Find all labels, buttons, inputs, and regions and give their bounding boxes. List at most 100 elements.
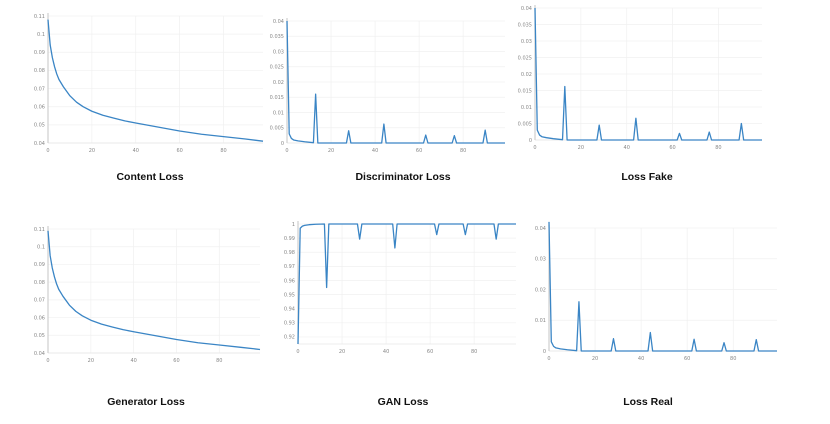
chart-title-generator-loss: Generator Loss	[107, 396, 185, 408]
y-tick-label: 0.1	[37, 32, 45, 38]
y-tick-label: 0.04	[34, 141, 45, 147]
loss-series-line	[548, 221, 777, 352]
y-tick-label: 0.95	[284, 292, 295, 298]
y-tick-label: 0.96	[284, 278, 295, 284]
x-tick-label: 80	[715, 145, 721, 151]
loss-series-line	[47, 230, 261, 351]
y-tick-label: 0.93	[284, 321, 295, 327]
y-tick-label: 0.11	[34, 14, 45, 20]
y-tick-label: 0.03	[535, 257, 546, 263]
y-tick-label: 0.11	[34, 227, 45, 233]
y-tick-label: 0.04	[521, 6, 532, 12]
y-tick-label: 0.07	[34, 86, 45, 92]
y-tick-label: 0.04	[535, 226, 546, 232]
chart-title-content-loss: Content Loss	[116, 171, 184, 183]
y-tick-label: 0.06	[34, 315, 45, 321]
y-tick-label: 0.05	[34, 333, 45, 339]
y-tick-label: 0.02	[273, 80, 284, 86]
chart-loss-real: 0 0.01 0.02 0.03 0.04 0 20 40 60 80	[535, 221, 777, 362]
x-tick-label: 60	[684, 356, 690, 362]
x-tick-label: 60	[173, 358, 179, 364]
x-tick-label: 80	[216, 358, 222, 364]
x-tick-label: 0	[547, 356, 550, 362]
x-tick-label: 0	[533, 145, 536, 151]
y-tick-label: 0.005	[270, 126, 284, 132]
y-tick-label: 0.025	[270, 65, 284, 71]
y-tick-label: 0.035	[518, 22, 532, 28]
x-tick-label: 20	[578, 145, 584, 151]
x-tick-label: 60	[669, 145, 675, 151]
y-tick-label: 0.98	[284, 250, 295, 256]
y-tick-label: 0.05	[34, 123, 45, 129]
chart-discriminator-loss: 0 0.005 0.01 0.015 0.02 0.025 0.03 0.035 0.04 0 20…	[270, 18, 505, 154]
x-tick-label: 60	[176, 148, 182, 154]
content-loss-plot: 0.04 0.05 0.06 0.07 0.08 0.09 0.1 0.11 0 20 40 60 80	[34, 13, 264, 154]
chart-title-discriminator-loss: Discriminator Loss	[355, 171, 451, 183]
y-tick-label: 0.08	[34, 280, 45, 286]
x-tick-label: 40	[624, 145, 630, 151]
y-tick-label: 0.97	[284, 264, 295, 270]
x-tick-label: 40	[130, 358, 136, 364]
y-tick-label: 0.035	[270, 34, 284, 40]
y-tick-label: 0.09	[34, 50, 45, 56]
y-tick-label: 0.02	[521, 72, 532, 78]
x-tick-label: 0	[296, 349, 299, 355]
y-tick-label: 0.08	[34, 68, 45, 74]
x-tick-label: 20	[88, 358, 94, 364]
y-tick-label: 0.005	[518, 121, 532, 127]
y-tick-label: 1	[292, 222, 295, 228]
y-tick-label: 0.02	[535, 287, 546, 293]
loss-fake-plot: 0 0.005 0.01 0.015 0.02 0.025 0.03 0.035 0.04 0 20…	[518, 5, 762, 151]
x-tick-label: 80	[460, 148, 466, 154]
y-tick-label: 0	[281, 141, 284, 147]
x-tick-label: 60	[416, 148, 422, 154]
loss-series-line	[534, 7, 762, 141]
x-tick-label: 0	[285, 148, 288, 154]
y-tick-label: 0.01	[521, 105, 532, 111]
x-tick-label: 20	[592, 356, 598, 362]
x-tick-label: 20	[328, 148, 334, 154]
x-tick-label: 40	[372, 148, 378, 154]
y-tick-label: 0.04	[273, 19, 284, 25]
y-tick-label: 0	[529, 138, 532, 144]
chart-title-loss-fake: Loss Fake	[621, 171, 673, 183]
y-tick-label: 0.025	[518, 55, 532, 61]
y-tick-label: 0.06	[34, 105, 45, 111]
x-tick-label: 40	[133, 148, 139, 154]
y-tick-label: 0.07	[34, 298, 45, 304]
x-tick-label: 80	[220, 148, 226, 154]
x-tick-label: 80	[730, 356, 736, 362]
gan-loss-plot: 0.92 0.93 0.94 0.95 0.96 0.97 0.98 0.99 1 0 20 40 60…	[284, 221, 516, 355]
chart-title-loss-real: Loss Real	[623, 396, 673, 408]
y-tick-label: 0.01	[535, 318, 546, 324]
y-tick-label: 0.03	[273, 49, 284, 55]
y-tick-label: 0.92	[284, 335, 295, 341]
loss-series-line	[286, 20, 505, 144]
y-tick-label: 0.03	[521, 39, 532, 45]
generator-loss-plot: 0.04 0.05 0.06 0.07 0.08 0.09 0.1 0.11 0 20 40 60 80	[34, 226, 261, 364]
loss-series-line	[297, 223, 516, 345]
y-tick-label: 0.94	[284, 307, 295, 313]
loss-real-plot: 0 0.01 0.02 0.03 0.04 0 20 40 60 80	[535, 221, 777, 362]
chart-loss-fake: 0 0.005 0.01 0.015 0.02 0.025 0.03 0.035 0.04 0 20…	[518, 5, 762, 151]
x-tick-label: 60	[427, 349, 433, 355]
y-tick-label: 0.04	[34, 351, 45, 357]
chart-title-gan-loss: GAN Loss	[377, 396, 429, 408]
chart-content-loss: 0.04 0.05 0.06 0.07 0.08 0.09 0.1 0.11 0 20 40 60 80	[34, 13, 264, 154]
x-tick-label: 40	[638, 356, 644, 362]
discriminator-loss-plot: 0 0.005 0.01 0.015 0.02 0.025 0.03 0.035 0.04 0 20…	[270, 18, 505, 154]
y-tick-label: 0	[543, 349, 546, 355]
y-tick-label: 0.015	[518, 88, 532, 94]
y-tick-label: 0.01	[273, 110, 284, 116]
x-tick-label: 80	[471, 349, 477, 355]
x-tick-label: 20	[89, 148, 95, 154]
x-tick-label: 20	[339, 349, 345, 355]
chart-gan-loss: 0.92 0.93 0.94 0.95 0.96 0.97 0.98 0.99 1 0 20 40 60…	[284, 221, 516, 355]
x-tick-label: 0	[46, 148, 49, 154]
chart-generator-loss: 0.04 0.05 0.06 0.07 0.08 0.09 0.1 0.11 0 20 40 60 80	[34, 226, 261, 364]
x-tick-label: 40	[383, 349, 389, 355]
loss-series-line	[47, 19, 264, 142]
x-tick-label: 0	[46, 358, 49, 364]
y-tick-label: 0.99	[284, 236, 295, 242]
y-tick-label: 0.015	[270, 95, 284, 101]
